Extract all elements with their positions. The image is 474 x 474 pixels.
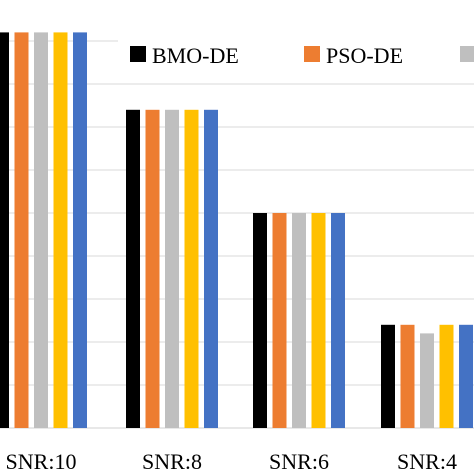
legend-label: BMO-DE (152, 43, 239, 68)
bars (0, 32, 473, 429)
x-tick-label: SNR:6 (269, 449, 329, 474)
x-axis: SNR:10 SNR:8 SNR:6 SNR:4 (6, 449, 457, 474)
bar-snr-4-series-1 (381, 324, 395, 428)
bar-snr-6-series-1 (253, 213, 267, 428)
bar-snr-6-series-5 (331, 213, 345, 428)
bar-snr-8-series-3 (165, 109, 179, 429)
bar-snr-4-series-5 (459, 324, 473, 428)
bar-snr-6-series-4 (311, 213, 326, 428)
x-tick-label: SNR:4 (397, 449, 457, 474)
x-tick-label: SNR:8 (142, 449, 202, 474)
bar-snr-4-series-4 (439, 324, 454, 428)
bar-snr-10-series-4 (53, 32, 68, 429)
bar-snr-8-series-5 (204, 109, 218, 429)
bar-snr-8-series-2 (145, 109, 160, 429)
bar-snr-6-series-3 (292, 213, 306, 428)
bar-snr-4-series-2 (400, 324, 415, 428)
bar-snr-4-series-3 (420, 333, 434, 428)
legend-swatch (304, 46, 320, 62)
x-tick-label: SNR:10 (6, 449, 77, 474)
bar-snr-10-series-5 (73, 32, 87, 429)
bar-snr-10-series-2 (14, 32, 29, 429)
bar-snr-8-series-1 (126, 109, 140, 429)
legend-label: PSO-DE (326, 43, 403, 68)
bar-snr-6-series-2 (272, 213, 287, 428)
legend-swatch (460, 46, 474, 62)
bar-snr-8-series-4 (184, 109, 199, 429)
bar-snr-10-series-3 (34, 32, 48, 429)
legend-swatch (130, 46, 146, 62)
legend-background (118, 36, 474, 76)
legend: BMO-DE PSO-DE (118, 36, 474, 76)
bar-snr-10-series-1 (0, 32, 9, 429)
